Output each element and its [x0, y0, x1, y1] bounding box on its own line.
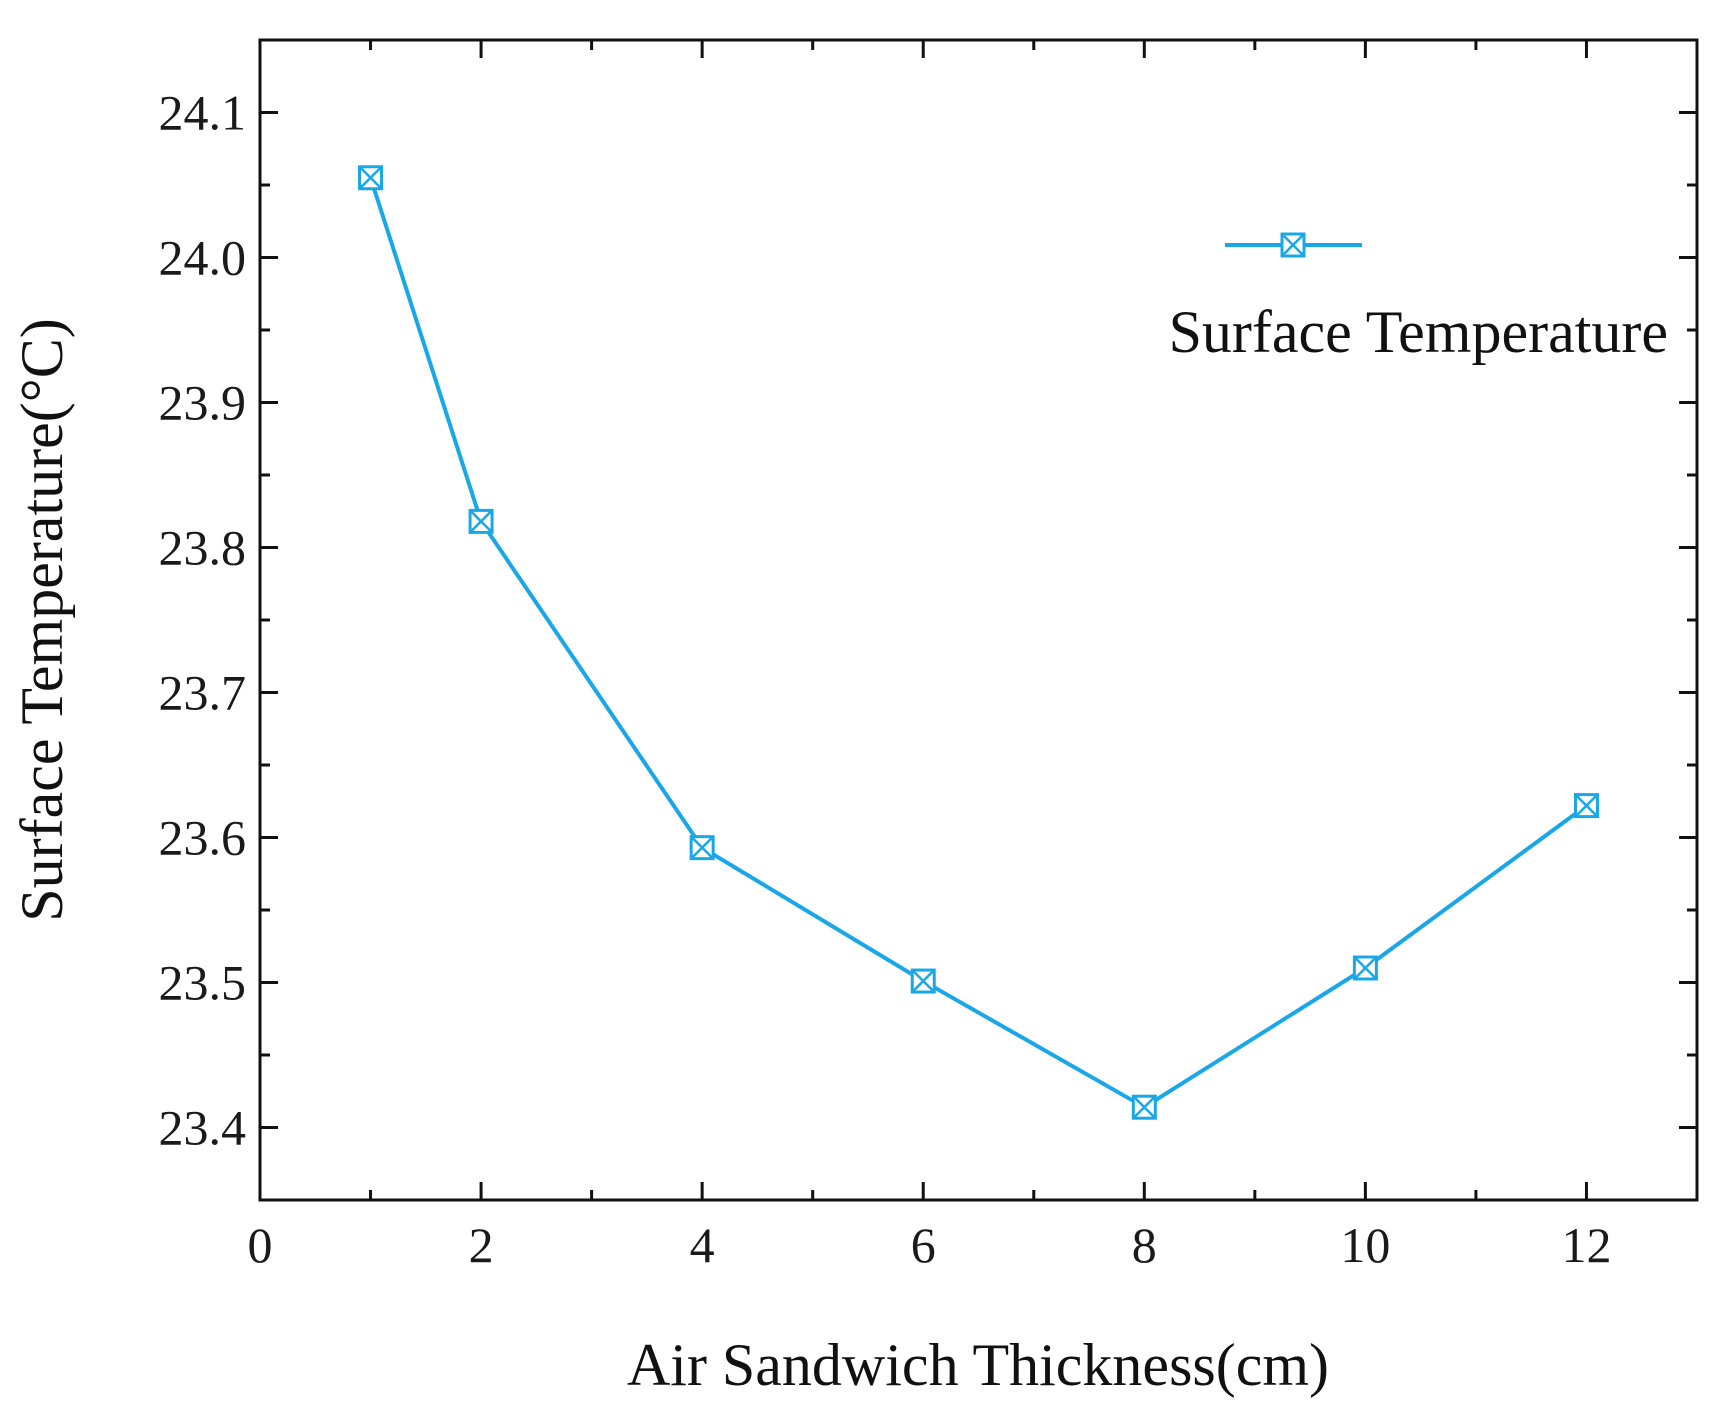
y-tick-label: 23.8	[159, 520, 247, 576]
marker-cross	[1353, 956, 1378, 980]
y-tick-label: 23.9	[159, 375, 247, 431]
x-tick-label: 0	[248, 1217, 273, 1273]
y-tick-label: 24.1	[159, 85, 247, 141]
x-tick-label: 8	[1132, 1217, 1157, 1273]
x-tick-label: 6	[911, 1217, 936, 1273]
y-tick-label: 23.4	[159, 1100, 247, 1156]
y-axis-title: Surface Temperature(°C)	[9, 318, 75, 921]
marker-cross	[690, 835, 715, 860]
x-axis-title: Air Sandwich Thickness(cm)	[627, 1332, 1329, 1398]
x-tick-label: 10	[1340, 1217, 1390, 1273]
legend: Surface Temperature	[1169, 232, 1668, 365]
plot-frame	[258, 38, 1699, 1202]
x-tick-label: 12	[1561, 1217, 1611, 1273]
data-point	[910, 968, 936, 994]
y-tick-label: 23.6	[159, 810, 247, 866]
data-point	[689, 835, 715, 861]
marker-cross	[469, 509, 493, 534]
series-layer	[358, 165, 1599, 1120]
y-tick-label: 23.7	[159, 665, 247, 721]
data-point	[468, 508, 494, 534]
marker-cross	[1281, 233, 1305, 257]
x-tick-label: 4	[690, 1217, 715, 1273]
y-axis-ticks: 23.4 23.5 23.6 23.7 23.8 23.9 24.0 24.1	[159, 85, 1697, 1156]
marker-cross	[358, 165, 383, 190]
legend-marker	[1280, 232, 1306, 258]
data-point	[1352, 955, 1378, 981]
marker-cross	[911, 969, 936, 993]
data-point	[1131, 1094, 1157, 1120]
legend-label: Surface Temperature	[1169, 299, 1668, 365]
y-tick-label: 23.5	[159, 955, 247, 1011]
legend-marker-symbol	[1280, 232, 1306, 258]
x-axis-ticks: 0 2 4 6 8 10 12	[248, 40, 1611, 1273]
x-tick-label: 2	[469, 1217, 494, 1273]
marker-cross	[1574, 793, 1599, 818]
y-tick-label: 24.0	[159, 230, 247, 286]
marker-cross	[1132, 1095, 1157, 1120]
data-point	[1573, 793, 1599, 819]
data-point	[358, 165, 384, 191]
